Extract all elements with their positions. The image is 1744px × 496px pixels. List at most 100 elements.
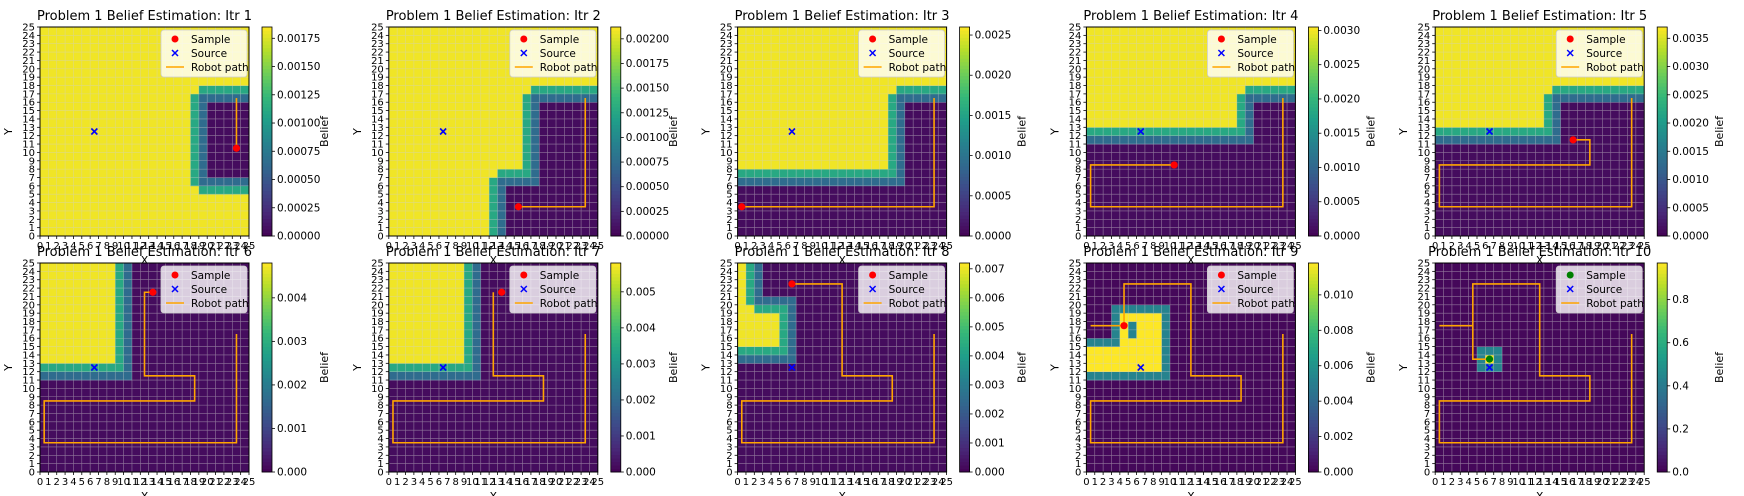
heatmap-cell bbox=[182, 144, 191, 153]
heatmap-cell bbox=[1451, 144, 1461, 153]
heatmap-cell bbox=[131, 210, 141, 220]
heatmap-cell bbox=[215, 194, 225, 203]
heatmap-cell bbox=[1111, 35, 1121, 45]
heatmap-cell bbox=[896, 152, 906, 162]
heatmap-cell bbox=[938, 160, 947, 170]
heatmap-cell bbox=[547, 219, 557, 228]
heatmap-cell bbox=[1103, 219, 1112, 228]
heatmap-cell bbox=[240, 421, 250, 431]
heatmap-cell bbox=[480, 102, 490, 111]
heatmap-cell bbox=[821, 227, 830, 237]
heatmap-cell bbox=[223, 371, 233, 381]
heatmap-cell bbox=[871, 227, 881, 237]
y-tick-label: 12 bbox=[720, 131, 733, 142]
heatmap-cell bbox=[140, 110, 149, 120]
colorbar-tick-label: 0.00175 bbox=[277, 33, 320, 45]
heatmap-cell bbox=[198, 430, 208, 439]
heatmap-cell bbox=[787, 60, 797, 70]
heatmap-cell bbox=[1443, 60, 1453, 70]
heatmap-cell bbox=[98, 43, 108, 53]
x-tick-label: 15 bbox=[857, 241, 870, 252]
heatmap-cell bbox=[173, 313, 183, 322]
heatmap-cell bbox=[40, 296, 49, 306]
heatmap-cell bbox=[65, 60, 74, 70]
heatmap-cell bbox=[1170, 210, 1179, 220]
colorbar-segment bbox=[1657, 155, 1668, 160]
heatmap-cell bbox=[48, 354, 58, 364]
heatmap-cell bbox=[921, 177, 931, 187]
heatmap-cell bbox=[223, 127, 233, 136]
heatmap-cell bbox=[737, 185, 747, 195]
heatmap-cell bbox=[1261, 185, 1271, 195]
heatmap-cell bbox=[207, 127, 216, 136]
heatmap-cell bbox=[1568, 194, 1578, 203]
x-tick-label: 2 bbox=[54, 241, 60, 252]
y-tick-label: 25 bbox=[1069, 23, 1082, 34]
colorbar-label: Belief bbox=[1713, 115, 1726, 147]
y-tick-label: 25 bbox=[22, 23, 35, 34]
heatmap-cell bbox=[754, 110, 763, 120]
heatmap-cell bbox=[1502, 177, 1511, 187]
heatmap-cell bbox=[913, 102, 922, 111]
heatmap-cell bbox=[1161, 194, 1171, 203]
sample-marker bbox=[1170, 161, 1178, 169]
heatmap-cell bbox=[737, 227, 747, 237]
heatmap-cell bbox=[1527, 52, 1536, 61]
heatmap-cell bbox=[1228, 227, 1238, 237]
x-tick-label: 2 bbox=[751, 241, 757, 252]
colorbar-tick-label: 0.00050 bbox=[626, 181, 669, 193]
heatmap-cell bbox=[123, 160, 133, 170]
heatmap-cell bbox=[1502, 35, 1511, 45]
heatmap-cell bbox=[1094, 77, 1104, 86]
heatmap-cell bbox=[90, 455, 99, 464]
heatmap-cell bbox=[81, 219, 91, 228]
heatmap-cell bbox=[589, 219, 599, 228]
x-tick-label: 19 bbox=[1588, 241, 1601, 252]
heatmap-cell bbox=[65, 77, 74, 86]
colorbar-segment bbox=[1657, 27, 1668, 31]
heatmap-cell bbox=[1119, 52, 1129, 61]
heatmap-cell bbox=[589, 110, 599, 120]
heatmap-cell bbox=[837, 194, 847, 203]
y-tick-label: 4 bbox=[377, 198, 383, 209]
heatmap-cell bbox=[190, 127, 200, 136]
heatmap-cell bbox=[157, 194, 166, 203]
heatmap-cell bbox=[1443, 144, 1453, 153]
heatmap-cell bbox=[539, 85, 548, 95]
heatmap-cell bbox=[1602, 118, 1612, 128]
heatmap-cell bbox=[190, 405, 200, 414]
heatmap-cell bbox=[1195, 160, 1204, 170]
heatmap-cell bbox=[771, 85, 780, 95]
heatmap-cell bbox=[1253, 110, 1263, 120]
heatmap-cell bbox=[131, 363, 141, 372]
heatmap-cell bbox=[497, 194, 507, 203]
y-tick-label: 11 bbox=[371, 140, 384, 151]
heatmap-cell bbox=[1468, 185, 1478, 195]
heatmap-cell bbox=[1518, 43, 1528, 53]
heatmap-cell bbox=[73, 405, 83, 414]
heatmap-cell bbox=[1119, 93, 1129, 103]
heatmap-cell bbox=[745, 110, 755, 120]
heatmap-cell bbox=[413, 85, 423, 95]
heatmap-cell bbox=[1577, 93, 1586, 103]
heatmap-cell bbox=[1144, 194, 1154, 203]
heatmap-cell bbox=[863, 85, 872, 95]
heatmap-cell bbox=[1485, 110, 1495, 120]
heatmap-cell bbox=[1543, 152, 1553, 162]
heatmap-cell bbox=[1253, 77, 1263, 86]
heatmap-cell bbox=[397, 110, 406, 120]
heatmap-cell bbox=[1510, 144, 1520, 153]
colorbar-segment bbox=[1308, 86, 1319, 91]
heatmap-cell bbox=[1460, 152, 1469, 162]
heatmap-cell bbox=[182, 313, 191, 322]
heatmap-cell bbox=[1635, 169, 1645, 178]
heatmap-cell bbox=[1594, 77, 1603, 86]
heatmap-cell bbox=[56, 380, 66, 389]
heatmap-cell bbox=[913, 219, 922, 228]
heatmap-cell bbox=[879, 169, 889, 178]
heatmap-cell bbox=[1560, 85, 1570, 95]
heatmap-cell bbox=[157, 177, 166, 187]
heatmap-cell bbox=[480, 110, 490, 120]
heatmap-cell bbox=[1460, 144, 1469, 153]
colorbar-segment bbox=[262, 232, 272, 237]
